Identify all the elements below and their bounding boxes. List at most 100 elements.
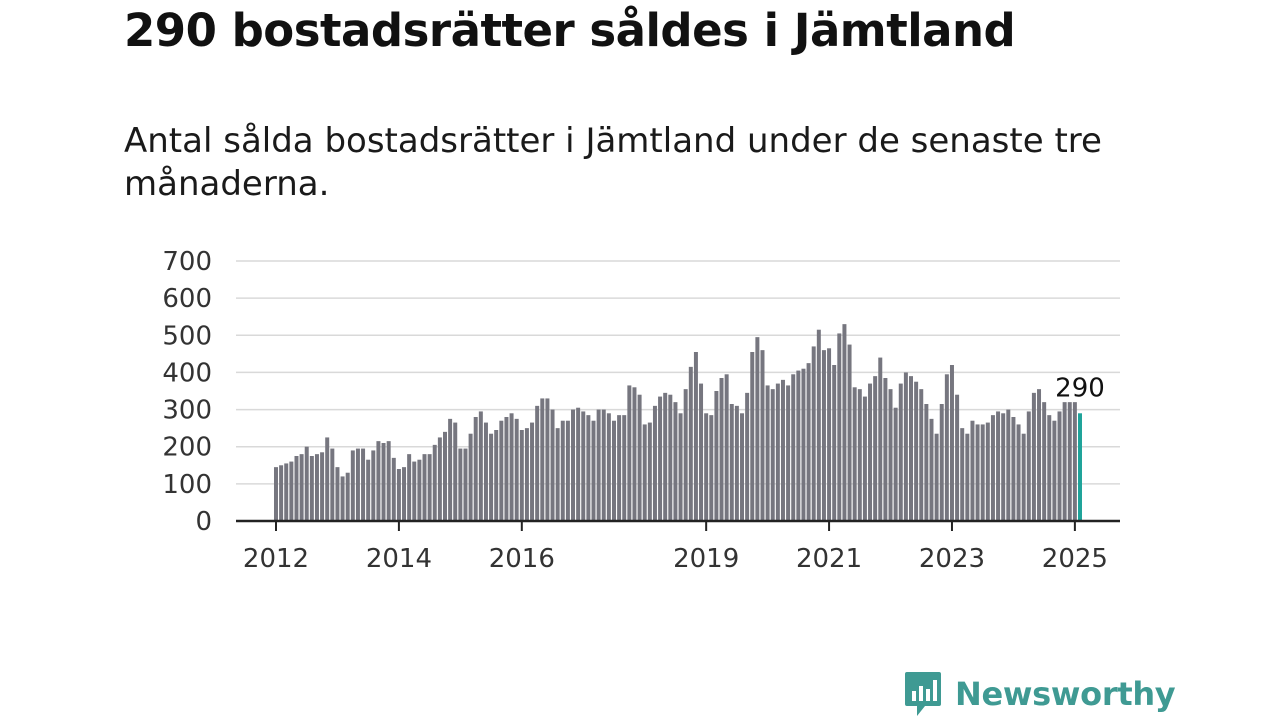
bar <box>1067 402 1072 521</box>
bar <box>734 405 739 521</box>
bar <box>1021 433 1026 521</box>
bar <box>335 467 340 521</box>
bar <box>709 415 714 521</box>
bar <box>832 365 837 521</box>
bar <box>873 376 878 521</box>
bar-highlight <box>1078 413 1082 521</box>
bar <box>494 430 499 521</box>
bar <box>622 415 627 521</box>
bar <box>688 366 693 521</box>
annotations: 290 <box>1055 373 1105 403</box>
bar <box>652 405 657 521</box>
bar <box>888 389 893 521</box>
bar <box>274 467 278 521</box>
bar <box>1006 409 1011 521</box>
bar <box>868 383 873 521</box>
bar <box>294 456 299 521</box>
bar <box>821 350 826 521</box>
bar <box>617 415 622 521</box>
bar <box>448 418 453 521</box>
bar <box>571 409 576 521</box>
bar <box>740 413 745 521</box>
last-value-label: 290 <box>1055 373 1105 403</box>
bar <box>929 418 934 521</box>
x-tick-label: 2023 <box>919 544 985 574</box>
bar <box>524 428 529 521</box>
bar <box>729 404 734 521</box>
bar <box>284 463 289 521</box>
bar <box>780 379 785 521</box>
bar <box>642 424 647 521</box>
bar <box>996 411 1001 521</box>
bar <box>903 372 908 521</box>
bar <box>755 337 760 521</box>
bar <box>827 348 832 521</box>
bar <box>478 411 483 521</box>
bar <box>555 428 560 521</box>
bar <box>396 469 401 521</box>
bar <box>965 433 970 521</box>
bar <box>663 392 668 521</box>
bar <box>483 422 488 521</box>
bar <box>1037 389 1042 521</box>
bar <box>878 357 883 521</box>
bar <box>473 417 478 521</box>
bar <box>1042 402 1047 521</box>
bar <box>765 385 770 521</box>
bar <box>673 402 678 521</box>
bar <box>924 404 929 521</box>
x-tick-label: 2016 <box>489 544 555 574</box>
bar <box>489 433 494 521</box>
bar <box>852 387 857 521</box>
bar-chart-bubble-icon <box>905 672 941 716</box>
bar <box>939 404 944 521</box>
x-tick-label: 2025 <box>1042 544 1108 574</box>
bar <box>463 448 468 521</box>
bar <box>591 420 596 521</box>
bar <box>1031 392 1036 521</box>
bar <box>637 394 642 521</box>
bar <box>355 448 360 521</box>
bar <box>545 398 550 521</box>
bar <box>320 452 325 521</box>
bar <box>422 454 427 521</box>
chart-subtitle: Antal sålda bostadsrätter i Jämtland und… <box>124 121 1102 204</box>
bar <box>909 376 913 521</box>
bar <box>985 422 990 521</box>
bar <box>453 422 458 521</box>
bar <box>811 346 816 521</box>
bar <box>417 459 422 521</box>
bar <box>786 385 791 521</box>
bar <box>816 329 821 521</box>
bar <box>443 431 447 521</box>
bar <box>468 433 473 521</box>
y-tick-label: 200 <box>162 433 212 463</box>
bar <box>519 430 524 521</box>
bar <box>704 413 709 521</box>
bar <box>376 441 381 521</box>
bar <box>1052 420 1057 521</box>
bar <box>791 374 796 521</box>
bar <box>801 368 806 521</box>
chart-title: 290 bostadsrätter såldes i Jämtland <box>124 4 1016 57</box>
bar <box>407 454 412 521</box>
bar <box>1011 417 1016 521</box>
bar <box>990 415 995 521</box>
bar <box>279 465 284 521</box>
bar <box>391 457 396 521</box>
logo-text: Newsworthy <box>955 675 1176 713</box>
y-tick-label: 100 <box>162 470 212 500</box>
bar <box>1001 413 1006 521</box>
bar <box>458 448 463 521</box>
bar <box>898 383 903 521</box>
bar <box>955 394 960 521</box>
bar <box>1057 411 1062 521</box>
bar <box>530 422 535 521</box>
bar <box>504 417 509 521</box>
bar <box>581 411 586 521</box>
bar <box>1062 402 1067 521</box>
y-tick-label: 700 <box>162 247 212 277</box>
x-tick-label: 2019 <box>673 544 739 574</box>
bar <box>1016 424 1021 521</box>
